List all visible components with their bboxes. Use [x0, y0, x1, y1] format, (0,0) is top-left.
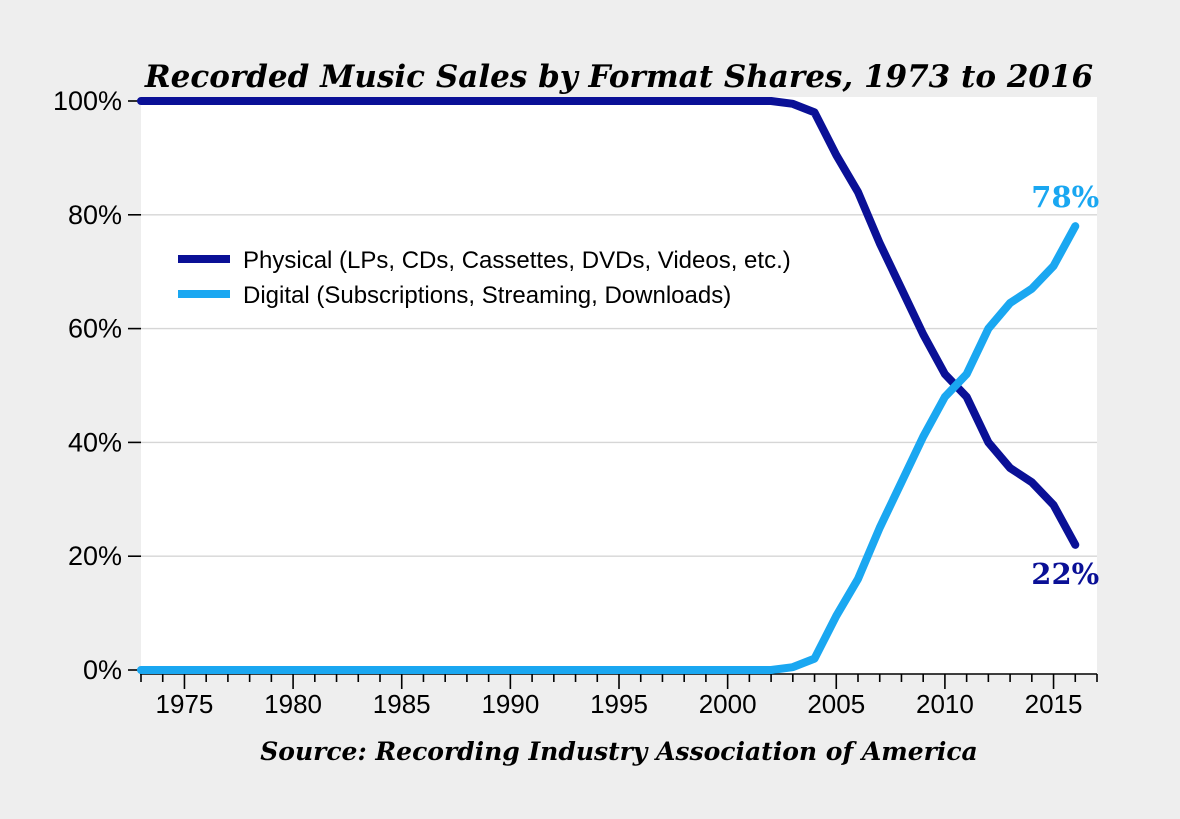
x-tick-label-1975: 1975 [156, 689, 214, 719]
y-tick-label-100: 100% [53, 86, 122, 116]
x-axis-ticks-group: 1975 1980 1985 1990 1995 2000 2005 2010 2015 [140, 674, 1098, 719]
annotation-22pct: 22% [1031, 557, 1099, 591]
chart-title: Recorded Music Sales by Format Shares, 1… [144, 59, 1093, 95]
gridlines-group [141, 214, 1097, 557]
x-tick-label-2005: 2005 [807, 689, 865, 719]
x-tick-label-2000: 2000 [699, 689, 757, 719]
y-tick-label-20: 20% [68, 541, 122, 571]
series-line-physical [137, 97, 1080, 549]
x-tick-label-1980: 1980 [264, 689, 322, 719]
plot-area [141, 97, 1097, 674]
series-line-digital [137, 222, 1080, 674]
x-tick-label-1985: 1985 [373, 689, 431, 719]
x-tick-label-2015: 2015 [1025, 689, 1083, 719]
annotations-group: 78% 22% [1031, 180, 1099, 591]
x-tick-label-1990: 1990 [481, 689, 539, 719]
x-tick-label-2010: 2010 [916, 689, 974, 719]
legend-label-physical: Physical (LPs, CDs, Cassettes, DVDs, Vid… [243, 247, 791, 274]
source-caption: Source: Recording Industry Association o… [260, 737, 978, 766]
y-axis-ticks-group: 0% 20% 40% 60% 80% 100% [53, 86, 141, 685]
y-tick-label-80: 80% [68, 200, 122, 230]
y-tick-label-0: 0% [83, 655, 122, 685]
legend-group: Physical (LPs, CDs, Cassettes, DVDs, Vid… [178, 247, 791, 309]
y-tick-label-60: 60% [68, 314, 122, 344]
legend-label-digital: Digital (Subscriptions, Streaming, Downl… [243, 282, 731, 309]
x-tick-label-1995: 1995 [590, 689, 648, 719]
y-tick-label-40: 40% [68, 427, 122, 457]
annotation-78pct: 78% [1031, 180, 1099, 214]
data-series-group [137, 97, 1080, 674]
